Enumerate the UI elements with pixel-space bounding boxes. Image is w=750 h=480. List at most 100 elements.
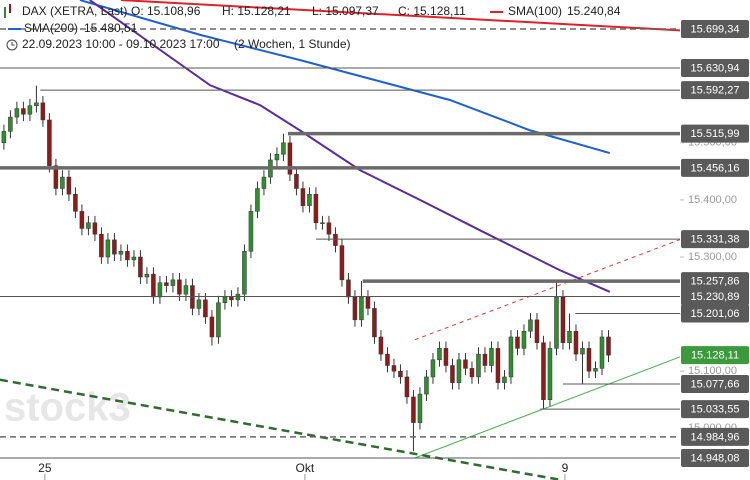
period: 22.09.2023 10:00 - 09.10.2023 17:00 — [22, 37, 220, 51]
candle-body — [27, 105, 33, 115]
candle-body — [554, 296, 559, 349]
level-box — [681, 124, 749, 143]
candle-body — [190, 285, 195, 309]
candle-body — [495, 348, 501, 383]
candle-body — [79, 211, 85, 229]
level-label: 15.230,89 — [691, 291, 740, 303]
candle-body — [534, 319, 540, 343]
candle-body — [560, 296, 566, 343]
candle-body — [398, 370, 403, 378]
candle-body — [294, 173, 299, 189]
sma-line — [120, 0, 680, 32]
y-tick-label: 15.300,00 — [688, 251, 737, 263]
low: L: 15.097,37 — [312, 4, 379, 18]
level-label: 15.699,34 — [691, 23, 740, 35]
x-tick-label: Okt — [296, 461, 315, 475]
candle-body — [34, 102, 39, 106]
candle-body — [359, 296, 364, 321]
candle-body — [372, 308, 377, 338]
level-label: 15.128,11 — [691, 350, 739, 362]
candle-body — [593, 368, 598, 372]
legend-value: 15.480,51 — [84, 21, 138, 35]
candle-body — [502, 376, 507, 383]
y-tick-label: 15.100,00 — [688, 365, 737, 377]
candle-body — [255, 188, 260, 212]
level-box — [681, 287, 749, 306]
level-label: 14.948,08 — [691, 452, 740, 464]
candle-body — [378, 336, 384, 355]
level-box — [681, 230, 749, 249]
instrument: DAX (XETRA, Last) — [22, 4, 127, 18]
header: DAX (XETRA, Last) O: 15.108,96 H: 15.128… — [4, 4, 621, 51]
candle-body — [508, 336, 514, 378]
legend-name: SMA(100) — [508, 4, 562, 18]
candle-body — [216, 302, 221, 338]
high: H: 15.128,21 — [222, 4, 291, 18]
candle-body — [222, 296, 228, 303]
instrument-icon — [9, 4, 11, 13]
candle-body — [60, 176, 65, 189]
legend-value: 15.240,84 — [567, 4, 621, 18]
level-label: 14.984,96 — [691, 431, 740, 443]
candle-body — [437, 348, 442, 361]
candle-body — [1, 131, 7, 144]
level-label: 15.515,99 — [691, 128, 740, 140]
candle-body — [450, 365, 455, 383]
candle-body — [489, 348, 494, 366]
candle-body — [99, 233, 104, 258]
close: C: 15.128,11 — [398, 4, 466, 18]
candle-body — [482, 353, 488, 366]
candle-body — [177, 279, 182, 295]
level-box — [681, 304, 749, 323]
candle-body — [346, 279, 351, 298]
level-box — [681, 19, 749, 38]
candle-body — [53, 165, 59, 189]
candle-body — [320, 222, 325, 225]
level-label: 15.033,55 — [691, 404, 740, 416]
level-box — [681, 374, 749, 393]
level-label: 15.592,27 — [691, 85, 740, 97]
candle-body — [66, 176, 72, 195]
candle-body — [469, 368, 475, 378]
candle-body — [118, 251, 124, 255]
candle-body — [580, 348, 585, 355]
level-box — [681, 158, 749, 177]
candle-body — [599, 336, 605, 369]
candle-body — [261, 176, 267, 189]
candle-body — [417, 393, 423, 423]
candle-body — [8, 116, 13, 132]
candle-body — [326, 222, 332, 235]
candle-body — [567, 330, 572, 343]
candle-body — [541, 342, 546, 401]
level-label: 15.456,16 — [691, 162, 740, 174]
level-box — [681, 448, 749, 467]
open: O: 15.108,96 — [131, 4, 201, 18]
candle-body — [352, 296, 358, 321]
candle-body — [86, 222, 91, 229]
level-label: 15.630,94 — [691, 62, 740, 74]
candle-body — [300, 188, 306, 206]
candle-body — [242, 251, 247, 295]
candle-body — [606, 336, 611, 356]
candle-body — [170, 279, 176, 286]
candle-body — [456, 359, 462, 383]
level-box — [681, 81, 749, 100]
candle-body — [248, 211, 254, 252]
candle-body — [235, 293, 241, 301]
candle-body — [586, 348, 592, 372]
legend-name: SMA(200) — [24, 21, 78, 35]
candle-body — [151, 273, 156, 298]
candle-body — [521, 330, 527, 349]
candle-body — [203, 299, 208, 318]
level-box — [681, 400, 749, 419]
candle-body — [411, 396, 416, 423]
candle-body — [287, 142, 293, 175]
candle-body — [131, 256, 137, 261]
candle-body — [404, 376, 410, 398]
level-box — [681, 346, 749, 365]
candle-body — [430, 359, 436, 378]
candle-body — [515, 336, 520, 349]
candle-body — [105, 239, 111, 258]
level-box — [681, 427, 749, 446]
candle-body — [573, 330, 579, 355]
